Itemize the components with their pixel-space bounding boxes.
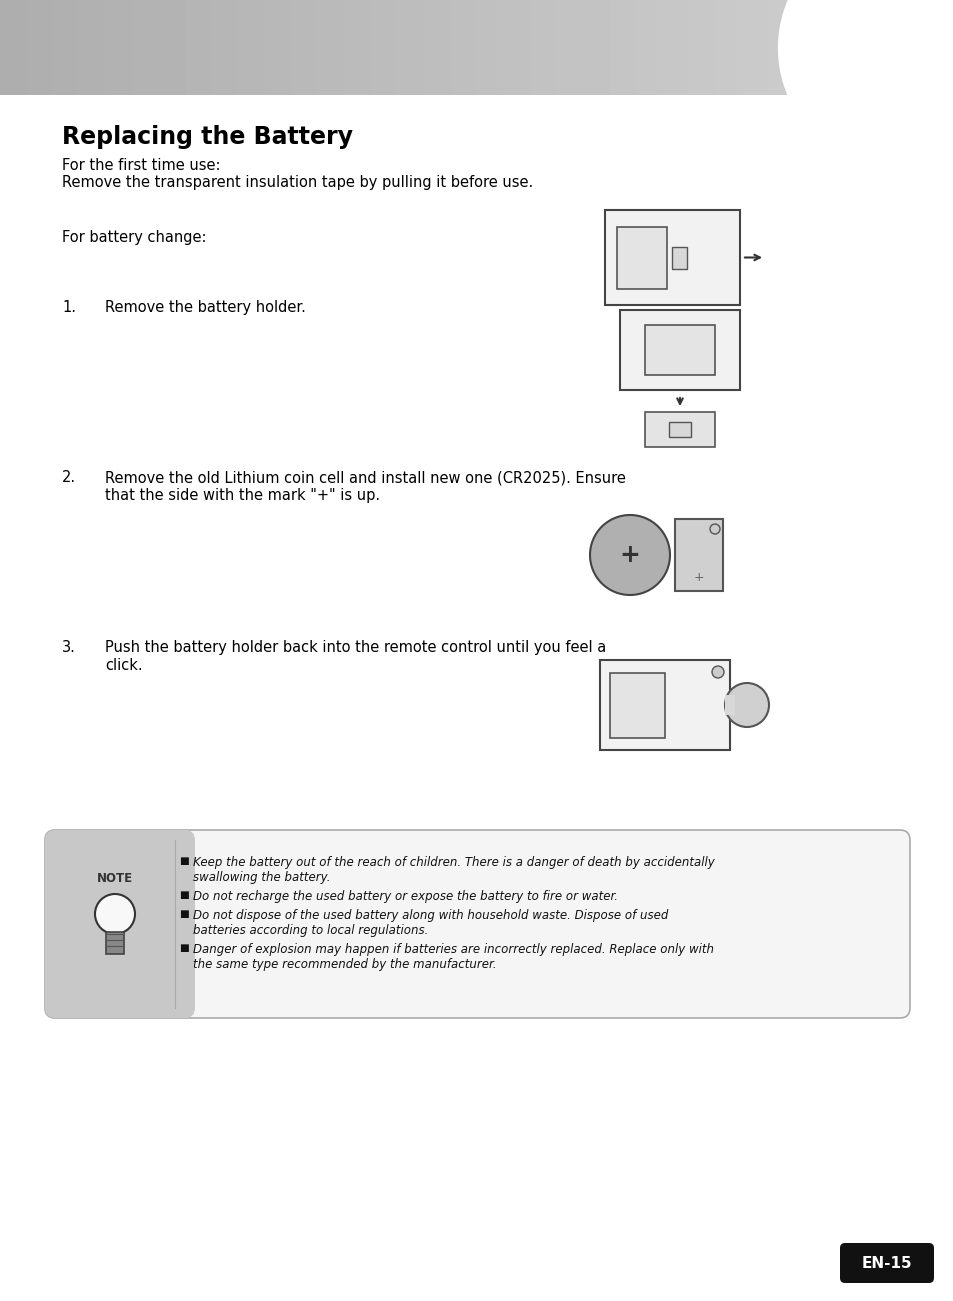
Bar: [604, 209, 740, 304]
Text: ■: ■: [179, 856, 189, 866]
Text: 1.: 1.: [62, 301, 76, 315]
Text: ■: ■: [179, 943, 189, 954]
Text: +: +: [618, 543, 639, 567]
Circle shape: [95, 894, 135, 934]
Text: that the side with the mark "+" is up.: that the side with the mark "+" is up.: [105, 488, 379, 503]
Bar: [671, 246, 686, 268]
Bar: [609, 673, 664, 738]
Bar: [668, 422, 690, 437]
Text: Do not recharge the used battery or expose the battery to fire or water.: Do not recharge the used battery or expo…: [193, 890, 618, 903]
Text: swallowing the battery.: swallowing the battery.: [193, 870, 330, 883]
Bar: [644, 325, 714, 375]
Bar: [675, 519, 722, 591]
Text: Remove the transparent insulation tape by pulling it before use.: Remove the transparent insulation tape b…: [62, 176, 533, 190]
Text: EN-15: EN-15: [861, 1255, 911, 1271]
Text: Push the battery holder back into the remote control until you feel a: Push the battery holder back into the re…: [105, 640, 605, 654]
FancyBboxPatch shape: [45, 830, 194, 1017]
Text: For battery change:: For battery change:: [62, 230, 206, 245]
Polygon shape: [780, 0, 953, 168]
Bar: [55, 840, 174, 1008]
Text: NOTE: NOTE: [97, 872, 132, 885]
Text: click.: click.: [105, 658, 143, 673]
Text: Danger of explosion may happen if batteries are incorrectly replaced. Replace on: Danger of explosion may happen if batter…: [193, 943, 713, 956]
Circle shape: [711, 666, 723, 678]
Text: ■: ■: [179, 890, 189, 900]
Text: Keep the battery out of the reach of children. There is a danger of death by acc: Keep the battery out of the reach of chi…: [193, 856, 714, 869]
Text: ■: ■: [179, 909, 189, 920]
Bar: [724, 695, 734, 716]
Bar: [106, 932, 124, 954]
Text: Do not dispose of the used battery along with household waste. Dispose of used: Do not dispose of the used battery along…: [193, 909, 668, 922]
Bar: [644, 412, 714, 448]
Text: +: +: [693, 571, 703, 584]
Text: Remove the battery holder.: Remove the battery holder.: [105, 301, 306, 315]
Text: For the first time use:: For the first time use:: [62, 157, 220, 173]
Bar: [599, 660, 729, 749]
FancyBboxPatch shape: [45, 830, 909, 1017]
Text: Remove the old Lithium coin cell and install new one (CR2025). Ensure: Remove the old Lithium coin cell and ins…: [105, 470, 625, 485]
Text: 3.: 3.: [62, 640, 76, 654]
Text: the same type recommended by the manufacturer.: the same type recommended by the manufac…: [193, 958, 496, 971]
FancyBboxPatch shape: [840, 1242, 933, 1283]
Bar: [619, 310, 740, 390]
Bar: [617, 226, 666, 289]
Text: Replacing the Battery: Replacing the Battery: [62, 125, 353, 150]
Text: 2.: 2.: [62, 470, 76, 485]
Circle shape: [724, 683, 768, 727]
Circle shape: [709, 524, 720, 533]
Circle shape: [589, 515, 669, 595]
Text: batteries according to local regulations.: batteries according to local regulations…: [193, 924, 428, 937]
